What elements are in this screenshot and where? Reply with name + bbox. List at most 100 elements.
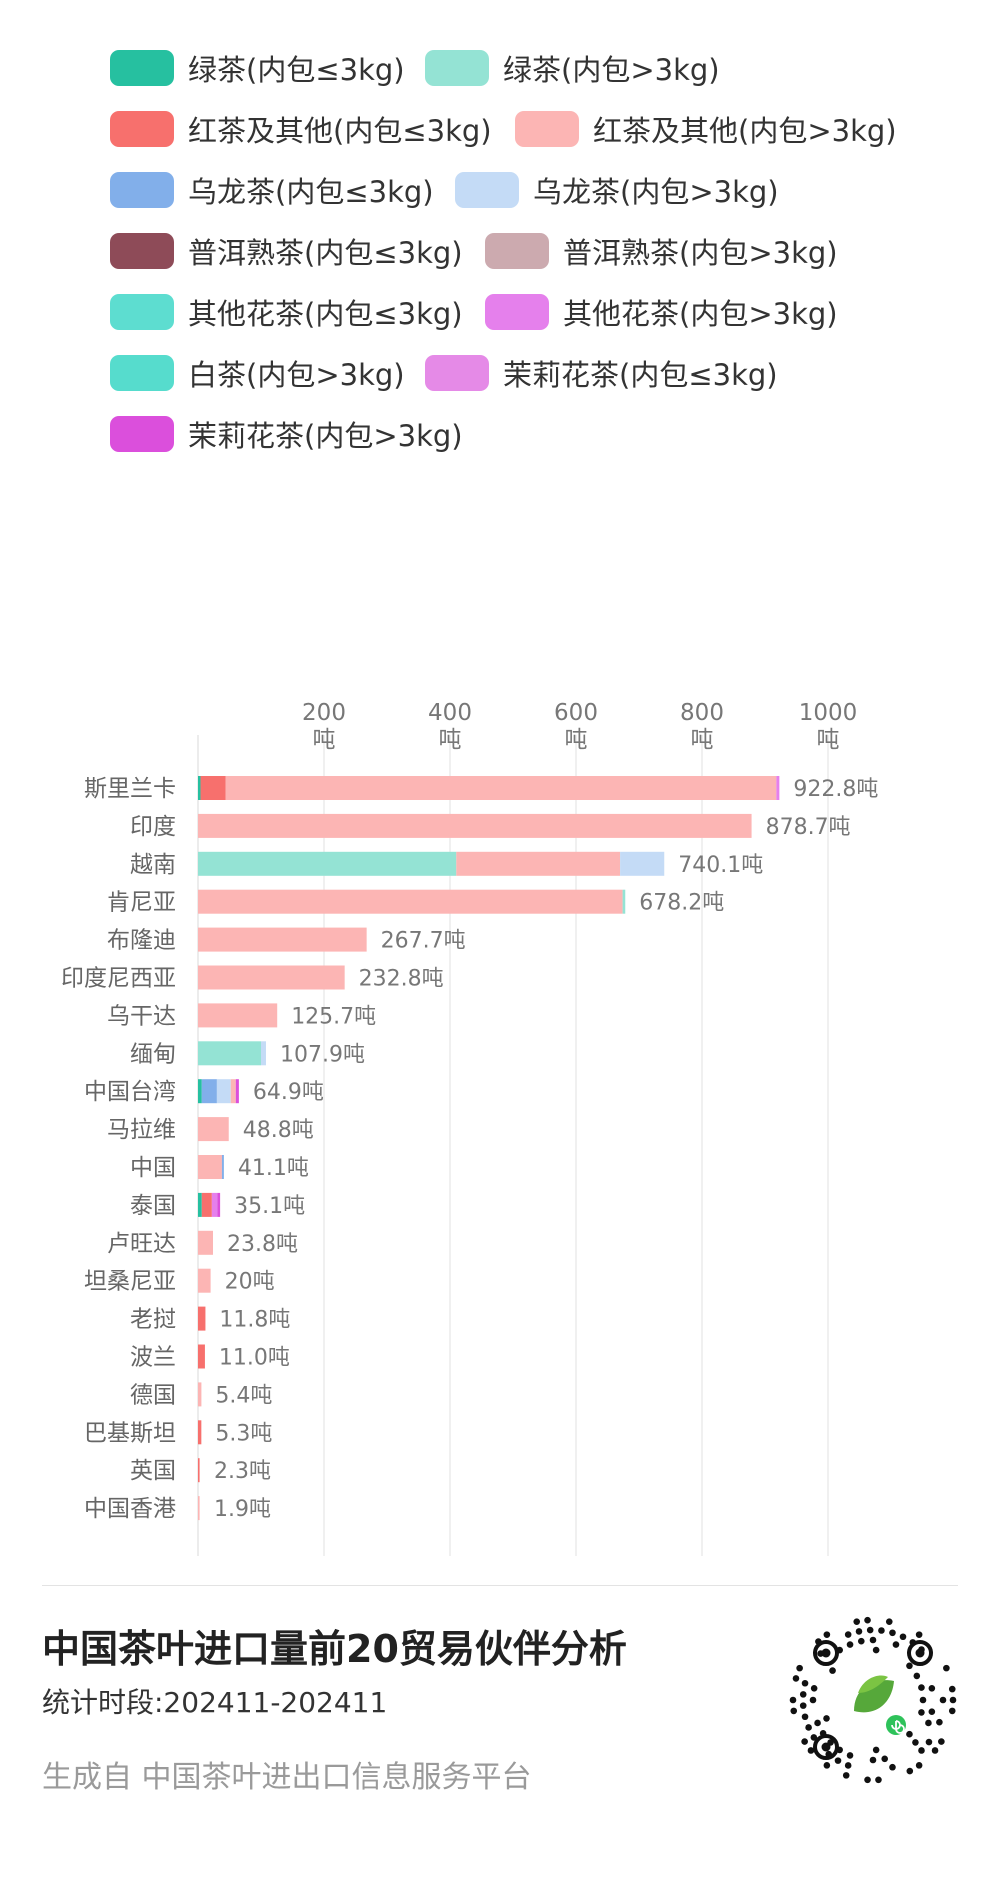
legend-item[interactable]: 绿茶(内包>3kg) — [425, 48, 720, 88]
legend-swatch — [110, 355, 174, 391]
bar-segment — [198, 1117, 229, 1142]
bar-segment — [198, 1041, 261, 1066]
legend-label: 普洱熟茶(内包≤3kg) — [188, 236, 463, 270]
bar-segment — [230, 1079, 236, 1104]
qr-dot — [906, 1662, 913, 1670]
bar-total-label: 878.7吨 — [766, 815, 851, 840]
legend-swatch — [515, 111, 579, 147]
qr-dot — [844, 1762, 852, 1769]
bar-total-label: 678.2吨 — [639, 891, 724, 916]
bar-segment — [198, 1306, 206, 1331]
bar-segment — [201, 1192, 212, 1217]
legend-label: 绿茶(内包>3kg) — [503, 53, 720, 87]
qr-dot — [915, 1631, 923, 1638]
qr-dot — [928, 1684, 936, 1692]
bar-total-label: 232.8吨 — [359, 967, 444, 992]
qr-dot — [857, 1637, 865, 1645]
qr-dot — [801, 1713, 809, 1721]
chart-legend: 绿茶(内包≤3kg) 绿茶(内包>3kg) 红茶及其他(内包≤3kg) 红茶及其他(内… — [0, 0, 1000, 470]
legend-label: 绿茶(内包≤3kg) — [188, 53, 405, 87]
legend-label: 红茶及其他(内包>3kg) — [593, 114, 897, 148]
legend-item[interactable]: 普洱熟茶(内包>3kg) — [485, 231, 838, 271]
qr-dot — [938, 1738, 945, 1745]
legend-item[interactable]: 红茶及其他(内包>3kg) — [515, 109, 897, 149]
qr-finder-ring — [813, 1734, 839, 1760]
category-label: 德国 — [130, 1382, 176, 1408]
bar-segment — [198, 965, 345, 990]
qr-dot — [834, 1757, 842, 1764]
qr-finder-dot — [821, 1648, 831, 1658]
legend-swatch — [110, 50, 174, 86]
legend-item[interactable]: 普洱熟茶(内包≤3kg) — [110, 231, 463, 271]
legend-label: 其他花茶(内包>3kg) — [563, 297, 838, 331]
bar-total-label: 64.9吨 — [253, 1080, 324, 1105]
category-label: 乌干达 — [107, 1003, 176, 1029]
qr-dot — [844, 1631, 852, 1638]
x-tick-unit: 吨 — [565, 727, 588, 753]
category-label: 坦桑尼亚 — [84, 1269, 176, 1295]
legend-item[interactable]: 其他花茶(内包≤3kg) — [110, 292, 463, 332]
bar-segment — [198, 1268, 211, 1293]
legend-item[interactable]: 白茶(内包>3kg) — [110, 353, 405, 393]
qr-dot — [913, 1672, 921, 1680]
legend-item[interactable]: 红茶及其他(内包≤3kg) — [110, 109, 492, 149]
qr-dot — [949, 1696, 957, 1704]
x-tick-unit: 吨 — [691, 727, 714, 753]
category-label: 缅甸 — [130, 1041, 176, 1067]
bar-total-label: 23.8吨 — [227, 1232, 298, 1257]
bar-total-label: 1.9吨 — [214, 1497, 271, 1522]
category-label: 马拉维 — [107, 1117, 176, 1143]
bar-total-label: 922.8吨 — [793, 777, 878, 802]
legend-swatch — [110, 233, 174, 269]
qr-dot — [881, 1755, 889, 1763]
legend-swatch — [425, 50, 489, 86]
bar-total-label: 11.0吨 — [219, 1346, 290, 1371]
qr-dot — [948, 1685, 956, 1693]
mini-program-badge-icon — [891, 1720, 905, 1734]
legend-item[interactable]: 乌龙茶(内包≤3kg) — [110, 170, 434, 210]
qr-dot — [939, 1696, 947, 1704]
source-note: 生成自 中国茶叶进出口信息服务平台 — [42, 1760, 532, 1795]
category-label: 中国台湾 — [84, 1079, 176, 1105]
legend-swatch — [110, 294, 174, 330]
qr-dot — [872, 1746, 880, 1754]
bar-segment — [622, 889, 626, 914]
legend-item[interactable]: 茉莉花茶(内包>3kg) — [110, 414, 463, 454]
qr-dot — [885, 1618, 893, 1625]
category-label: 波兰 — [130, 1345, 176, 1371]
legend-swatch — [485, 233, 549, 269]
legend-item[interactable]: 茉莉花茶(内包≤3kg) — [425, 353, 778, 393]
legend-item[interactable]: 其他花茶(内包>3kg) — [485, 292, 838, 332]
legend-item[interactable]: 乌龙茶(内包>3kg) — [455, 170, 779, 210]
qr-dot — [810, 1684, 818, 1692]
x-tick-unit: 吨 — [817, 727, 840, 753]
qr-dot — [915, 1762, 923, 1769]
category-label: 中国香港 — [84, 1496, 176, 1522]
qr-dot — [919, 1696, 927, 1704]
category-label: 卢旺达 — [107, 1231, 176, 1257]
qr-dot — [809, 1696, 817, 1704]
category-label: 布隆迪 — [107, 928, 176, 954]
category-label: 斯里兰卡 — [84, 776, 176, 802]
bar-total-label: 5.4吨 — [215, 1383, 272, 1408]
legend-item[interactable]: 绿茶(内包≤3kg) — [110, 48, 405, 88]
qr-dot — [892, 1641, 900, 1648]
x-tick-label: 200 — [302, 700, 346, 726]
qr-dot — [918, 1709, 925, 1716]
bar-segment — [776, 776, 780, 800]
qr-dot — [807, 1747, 815, 1754]
bar-total-label: 267.7吨 — [381, 929, 466, 954]
qr-dot — [823, 1715, 830, 1722]
qr-dot — [872, 1646, 880, 1654]
qr-dot — [842, 1772, 850, 1779]
qr-dot — [823, 1762, 831, 1769]
legend-swatch — [110, 111, 174, 147]
mini-program-qr-code[interactable] — [788, 1615, 958, 1785]
qr-dot — [853, 1618, 861, 1625]
x-tick-label: 400 — [428, 700, 472, 726]
category-label: 老挝 — [130, 1307, 176, 1333]
category-label: 越南 — [130, 852, 176, 878]
qr-dot — [869, 1636, 877, 1644]
qr-dot — [796, 1664, 803, 1672]
qr-dot — [814, 1719, 821, 1727]
